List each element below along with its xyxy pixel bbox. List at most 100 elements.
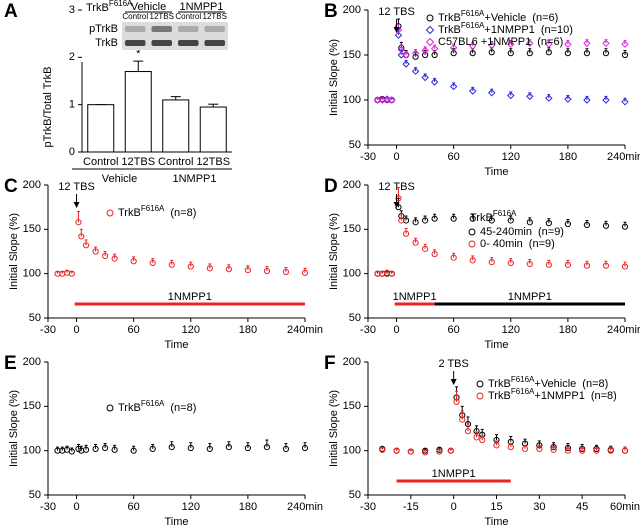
- legend-entry-part: F616A: [141, 204, 165, 213]
- legend-entry-part: F616A: [461, 9, 485, 18]
- point: [244, 444, 251, 452]
- point: [282, 445, 290, 452]
- x-tick-label: -15: [403, 501, 419, 513]
- legend-entry-part: (n=9): [538, 226, 564, 238]
- legend-entry-part: (n=8): [582, 378, 608, 390]
- point: [383, 96, 391, 104]
- x-axis-label: Time: [484, 166, 508, 178]
- blot-title: TrkBF616A: [86, 0, 133, 14]
- point: [564, 447, 571, 454]
- point: [149, 445, 156, 452]
- legend-marker: [426, 14, 434, 22]
- point: [583, 221, 591, 228]
- point: [130, 258, 137, 265]
- y-tick-label: 50: [29, 312, 41, 324]
- y-tick-label: 50: [349, 489, 361, 501]
- point: [225, 444, 232, 451]
- blot-lane: 12TBS: [203, 12, 227, 21]
- x-tick-label: 30: [533, 501, 545, 513]
- point: [422, 51, 429, 59]
- bar: [162, 99, 190, 153]
- point: [402, 230, 410, 237]
- point: [536, 445, 543, 452]
- panel-letter: D: [324, 176, 338, 197]
- y-tick-label: 50: [349, 139, 361, 151]
- point: [430, 78, 439, 86]
- x-tick-label: -30: [360, 324, 376, 336]
- x-tick-label: -30: [360, 501, 376, 513]
- x-tick-label: 60min: [610, 501, 640, 513]
- point: [526, 260, 533, 268]
- point: [398, 217, 405, 224]
- point: [526, 219, 533, 226]
- point: [430, 44, 439, 53]
- legend-entry-part: (n=6): [532, 12, 558, 24]
- legend-entry: 0- 40min (n=9): [480, 238, 555, 250]
- x-tick-label: 120: [182, 501, 200, 513]
- point: [422, 217, 429, 224]
- point: [583, 262, 591, 269]
- point: [187, 263, 194, 270]
- point: [263, 267, 271, 275]
- point: [449, 44, 458, 52]
- x-tick-label: 120: [502, 151, 520, 163]
- point: [507, 217, 514, 224]
- legend-entry-part: TrkB: [438, 24, 461, 36]
- x-tick-label: 240min: [287, 324, 323, 336]
- y-tick-label: 150: [23, 223, 41, 235]
- point: [92, 445, 99, 452]
- point: [397, 45, 406, 54]
- legend-marker: [425, 25, 435, 35]
- point: [583, 96, 591, 104]
- panel-letter: C: [4, 176, 18, 197]
- legend-marker: [476, 392, 484, 400]
- point: [526, 92, 534, 101]
- x-tick-label: Control: [158, 156, 193, 168]
- point: [464, 428, 472, 435]
- point: [507, 91, 515, 100]
- y-tick-label: 100: [343, 94, 361, 106]
- annotation: 12 TBS: [378, 6, 415, 18]
- bar: [87, 104, 115, 153]
- point: [149, 259, 156, 267]
- point: [526, 50, 533, 57]
- point: [579, 445, 586, 452]
- point: [397, 51, 406, 59]
- legend-entry: TrkBF616A (n=8): [118, 204, 196, 219]
- legend-entry: TrkBF616A+Vehicle (n=6): [438, 9, 558, 24]
- point: [621, 98, 629, 106]
- point: [507, 444, 514, 451]
- point: [545, 94, 553, 102]
- x-tick-label: 0: [73, 324, 79, 336]
- point: [436, 448, 443, 455]
- point: [130, 447, 137, 454]
- legend-marker: [106, 404, 114, 412]
- x-tick-label: -30: [40, 501, 56, 513]
- point: [469, 50, 476, 57]
- point: [583, 50, 591, 57]
- y-axis-label: Initial Slope (%): [328, 390, 340, 467]
- point: [550, 446, 557, 453]
- point: [593, 447, 600, 454]
- legend-entry-part: 0- 40min: [480, 238, 523, 250]
- point: [411, 49, 420, 57]
- legend-marker: [106, 209, 114, 217]
- y-tick-label: 50: [29, 489, 41, 501]
- y-tick-label: 200: [23, 179, 41, 191]
- point: [111, 255, 118, 262]
- legend-marker: [476, 380, 484, 388]
- y-axis-label: Initial Slope (%): [328, 213, 340, 290]
- point: [621, 223, 629, 230]
- point: [621, 447, 629, 454]
- point: [602, 96, 610, 104]
- annotation: 12 TBS: [378, 181, 415, 193]
- point: [301, 269, 309, 276]
- point: [583, 39, 591, 48]
- point: [206, 445, 213, 452]
- legend-title-part: F616A: [493, 209, 517, 218]
- point: [602, 39, 610, 48]
- x-tick-label: 0: [393, 151, 399, 163]
- point: [102, 252, 109, 260]
- x-tick-label: 60: [448, 151, 460, 163]
- point: [450, 254, 457, 261]
